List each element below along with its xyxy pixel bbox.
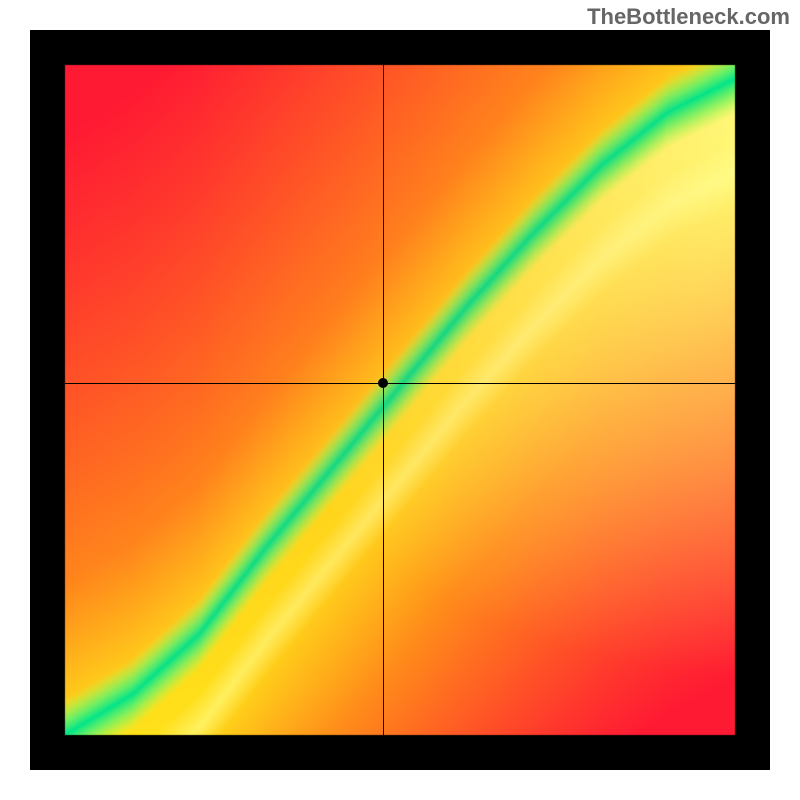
crosshair-vertical [383,65,384,735]
crosshair-point [378,378,388,388]
plot-overlay [65,65,735,735]
crosshair-horizontal [65,383,735,384]
chart-container: TheBottleneck.com [0,0,800,800]
watermark-text: TheBottleneck.com [587,4,790,30]
chart-frame [30,30,770,770]
